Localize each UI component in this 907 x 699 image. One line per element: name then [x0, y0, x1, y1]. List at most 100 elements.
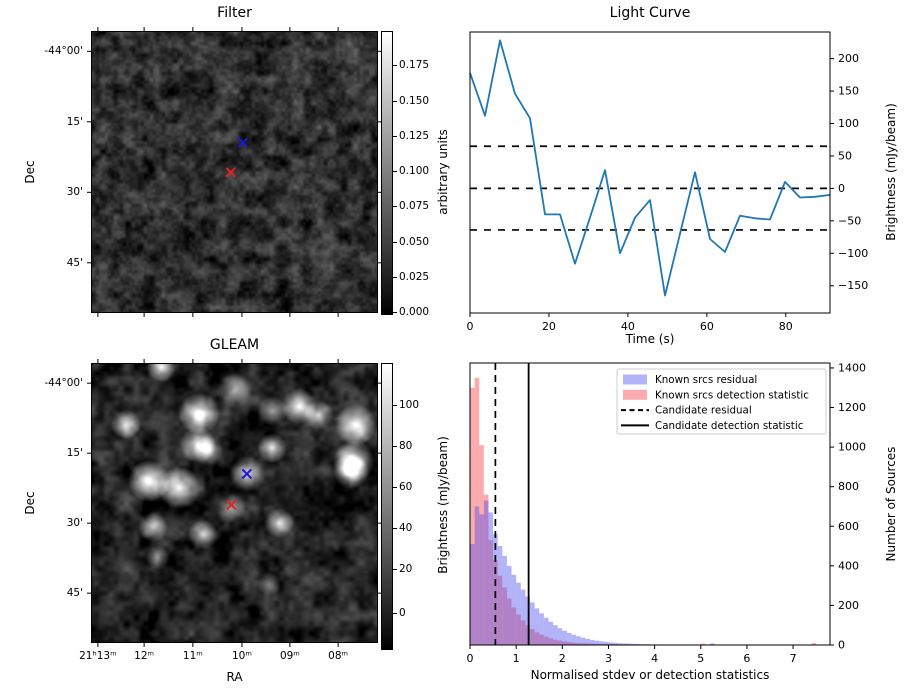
histogram-bar	[566, 632, 572, 645]
histogram-bar	[603, 641, 609, 645]
histogram-bar	[516, 614, 521, 645]
y-tick-label: 100	[838, 117, 859, 130]
histogram-bar	[553, 625, 558, 645]
gleam-colorbar-tick	[393, 528, 397, 529]
histogram-bar	[557, 640, 563, 645]
y-tick-label: −100	[838, 247, 868, 260]
histogram-bar	[580, 643, 586, 645]
gleam-colorbar-tick-label: 40	[399, 522, 413, 534]
y-tick-label: 0	[838, 639, 845, 652]
histogram-bar	[543, 636, 549, 645]
histogram-bar	[543, 617, 549, 645]
histogram-bar	[520, 589, 526, 645]
histogram-bar	[594, 640, 600, 645]
filter-colorbar-tick-label: 0.125	[399, 129, 430, 142]
y-tick-label: 200	[838, 52, 859, 65]
gleam-colorbar-tick	[393, 445, 397, 447]
light-curve-title: Light Curve	[609, 5, 691, 21]
filter-colorbar-tick-label: 0.025	[399, 270, 430, 283]
filter-colorbar-tick-label: 0.050	[399, 235, 430, 248]
histogram-bar	[493, 534, 498, 645]
ra-tick-label: 21ʰ13ᵐ	[79, 650, 117, 662]
histogram-bar	[539, 613, 544, 645]
histogram-bar	[534, 608, 540, 645]
y-tick-label: 600	[838, 520, 859, 533]
dec-tick-label: 15'	[66, 115, 83, 128]
filter-panel-title: Filter	[217, 5, 252, 21]
axes-frame	[91, 31, 378, 313]
histogram-bar	[548, 621, 554, 645]
gleam-panel-candidate-position-marker	[241, 468, 253, 480]
x-tick-label: 0	[467, 320, 474, 333]
histogram-bar	[511, 574, 517, 645]
histogram-bar	[470, 544, 475, 645]
gleam-colorbar-tick	[393, 486, 397, 488]
histogram-bar	[530, 602, 535, 645]
y-tick-label: 50	[838, 149, 852, 162]
histogram-bar	[553, 639, 558, 645]
histogram-bar	[479, 514, 484, 645]
histogram-bar	[488, 540, 494, 645]
histogram-bar	[493, 559, 498, 645]
x-tick-label: 6	[743, 652, 750, 665]
histogram-bar	[534, 632, 540, 645]
histogram-bar	[483, 500, 489, 645]
dec-tick-label: 15'	[66, 447, 83, 460]
x-tick-label: 7	[790, 652, 797, 665]
x-tick-label: 0	[467, 652, 474, 665]
histogram-bar	[571, 634, 577, 645]
filter-colorbar-tick-label: 0.150	[399, 94, 430, 107]
histogram-bar	[571, 642, 577, 645]
histogram-bar	[525, 596, 530, 645]
histogram-bar	[608, 642, 614, 645]
histogram-bar	[502, 587, 507, 645]
gleam-colorbar-tick	[393, 612, 397, 614]
legend-label: Candidate residual	[655, 405, 752, 417]
filter-colorbar-tick-label: 0.075	[399, 200, 430, 213]
dec-tick-label: -44°00'	[44, 45, 83, 58]
histogram-bar	[488, 512, 494, 645]
histogram-bar	[483, 494, 489, 645]
x-marker-icon	[226, 499, 237, 511]
histogram-series	[470, 500, 743, 645]
x-tick-label: 4	[651, 652, 658, 665]
filter-colorbar-tick	[393, 100, 397, 102]
ra-tick-label: 08ᵐ	[328, 650, 349, 662]
histogram-series	[470, 377, 817, 645]
filter-colorbar	[381, 31, 393, 315]
legend-swatch	[623, 374, 647, 385]
histogram-bar	[506, 598, 512, 645]
histogram-bar	[497, 546, 503, 645]
filter-colorbar-tick-label: 0.000	[399, 305, 430, 318]
gleam-colorbar-tick	[393, 404, 397, 406]
histogram-bar	[700, 643, 706, 645]
histogram-bar	[548, 638, 554, 645]
filter-colorbar-tick-label: 0.175	[399, 59, 430, 72]
y-tick-label: 0	[838, 182, 845, 195]
x-tick-label: 80	[779, 320, 793, 333]
gleam-colorbar-label: Brightness (mJy/beam)	[436, 436, 450, 574]
ra-tick-label: 10ᵐ	[232, 650, 252, 662]
x-tick-label: 60	[700, 320, 714, 333]
y-tick-label: 1400	[838, 361, 866, 374]
gleam-dec-axis-label: Dec	[23, 491, 37, 515]
x-marker-icon	[241, 468, 253, 480]
histogram-x-axis-label: Normalised stdev or detection statistics	[530, 668, 770, 682]
legend-box	[616, 368, 827, 435]
gleam-colorbar-tick-label: 100	[399, 398, 420, 411]
y-tick-label: −50	[838, 214, 861, 227]
histogram-bar	[710, 643, 715, 645]
histogram-bar	[631, 643, 637, 645]
histogram-bar	[516, 582, 521, 645]
gleam-colorbar-tick-label: 80	[399, 439, 413, 452]
histogram-bar	[590, 643, 595, 645]
x-tick-label: 2	[559, 652, 566, 665]
gleam-panel-title: GLEAM	[209, 337, 260, 353]
y-tick-label: 200	[838, 599, 859, 612]
filter-image	[91, 31, 378, 313]
histogram-bar	[622, 643, 627, 645]
dec-tick-label: 45'	[66, 587, 83, 600]
x-marker-icon	[225, 167, 236, 178]
y-tick-label: 1000	[838, 441, 866, 454]
